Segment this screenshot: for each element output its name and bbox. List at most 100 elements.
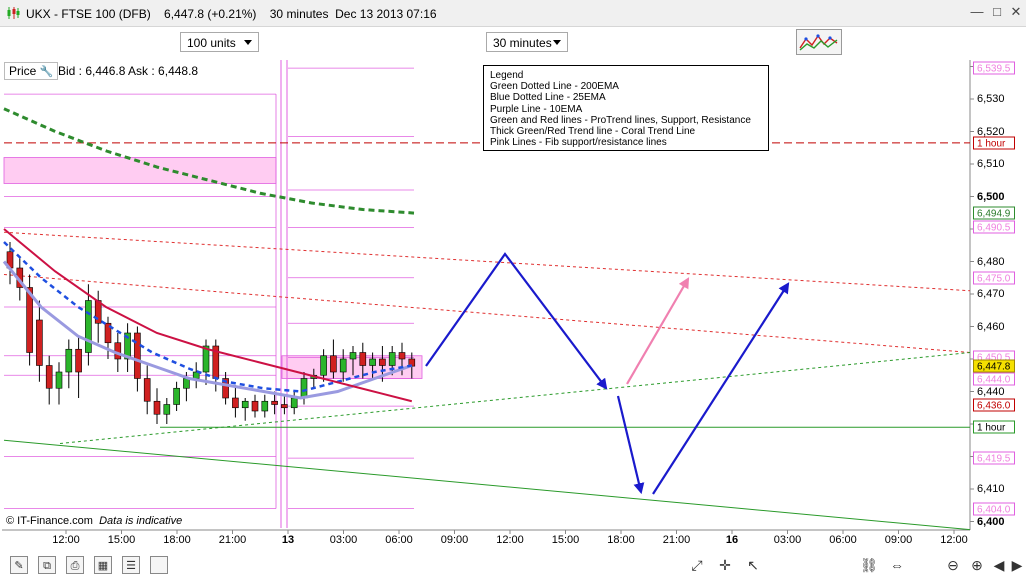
- x-tick-label: 03:00: [773, 534, 802, 546]
- minimize-button[interactable]: —: [970, 4, 984, 19]
- price-tag-fib: 6,490.5: [973, 220, 1015, 234]
- crosshair-icon[interactable]: ✛: [719, 557, 731, 573]
- trade-size-value: 100 units: [187, 36, 236, 50]
- x-tick-label: 09:00: [884, 534, 913, 546]
- zoom-out-icon[interactable]: ⊖: [947, 557, 959, 573]
- x-tick-label: 12:00: [52, 534, 80, 546]
- legend-title: Legend: [490, 70, 524, 81]
- blank-icon[interactable]: [150, 556, 168, 574]
- x-tick-label: 18:00: [607, 534, 635, 546]
- candle-down: [143, 378, 151, 402]
- candle-down: [153, 400, 161, 415]
- candlestick-app-icon: [7, 7, 20, 19]
- y-tick-label: 6,460: [977, 320, 1005, 333]
- legend-item: Green Dotted Line - 200EMA: [490, 81, 619, 93]
- table-icon[interactable]: ▦: [94, 556, 112, 574]
- y-tick-label: 6,440: [977, 385, 1005, 398]
- interval-select[interactable]: 30 minutes: [486, 32, 568, 52]
- fib-zone: [3, 157, 277, 184]
- support-trendline: [3, 439, 971, 531]
- candle-down: [398, 352, 406, 360]
- candle-up: [349, 352, 357, 360]
- x-tick-label: 15:00: [551, 534, 580, 546]
- zoom-reset-icon[interactable]: ⤢: [691, 557, 703, 573]
- copyright-text: © IT-Finance.com: [6, 515, 93, 527]
- layers-icon[interactable]: ⧉: [38, 556, 56, 574]
- chevron-down-icon: [553, 40, 561, 45]
- indicators-icon[interactable]: [796, 29, 842, 55]
- candle-up: [65, 348, 73, 373]
- projection-arrow: [616, 395, 645, 495]
- candle-down: [45, 365, 53, 389]
- resistance-trendline: [3, 274, 971, 353]
- y-tick-label: 6,510: [977, 158, 1005, 170]
- y-tick-label: 6,480: [977, 255, 1005, 268]
- candle-down: [379, 358, 386, 366]
- print-icon[interactable]: ⎙: [66, 556, 84, 574]
- legend-item: Thick Green/Red Trend line - Coral Trend…: [490, 126, 696, 138]
- legend-item: Pink Lines - Fib support/resistance line…: [490, 137, 667, 149]
- candle-down: [75, 348, 82, 373]
- candle-up: [320, 355, 327, 376]
- window-titlebar: UKX - FTSE 100 (DFB) 6,447.8 (+0.21%) 30…: [0, 0, 1026, 27]
- price-tag-support: 1 hour: [973, 420, 1015, 434]
- candle-down: [359, 352, 367, 366]
- y-tick-label: 6,400: [977, 515, 1005, 528]
- x-tick-label: 21:00: [218, 534, 247, 546]
- ema10-line: [2, 260, 413, 400]
- candle-down: [26, 287, 33, 353]
- y-tick-label: 6,470: [977, 288, 1005, 300]
- candle-up: [85, 300, 92, 353]
- resistance-trendline: [3, 231, 971, 292]
- candle-up: [173, 387, 180, 405]
- zoom-in-icon[interactable]: ⊕: [971, 557, 983, 573]
- legend-item: Purple Line - 10EMA: [490, 103, 583, 115]
- price-tag-fib: 6,404.0: [973, 502, 1015, 515]
- price-tag-fib: 6,539.5: [973, 61, 1015, 75]
- price-type-button[interactable]: Price 🔧: [4, 62, 59, 80]
- x-tick-label: 18:00: [163, 534, 191, 546]
- candle-up: [183, 378, 190, 389]
- scroll-left-icon[interactable]: ◀: [993, 557, 1005, 573]
- candle-up: [339, 358, 347, 373]
- candle-down: [330, 355, 337, 373]
- candle-down: [104, 322, 112, 344]
- interval-value: 30 minutes: [493, 36, 552, 50]
- y-tick-label: 6,500: [977, 190, 1005, 203]
- projection-arrow-alt: [626, 277, 690, 385]
- ema25-line: [3, 241, 413, 393]
- legend-item: Green and Red lines - ProTrend lines, Su…: [490, 114, 751, 126]
- candle-up: [55, 371, 63, 389]
- x-tick-label: 15:00: [107, 534, 136, 546]
- trade-size-select[interactable]: 100 units: [180, 32, 259, 52]
- candle-up: [241, 400, 249, 409]
- y-tick-label: 6,530: [977, 93, 1005, 105]
- price-tag-resistance: 1 hour: [973, 136, 1015, 150]
- candle-down: [271, 400, 278, 405]
- properties-icon[interactable]: ☰: [122, 556, 140, 574]
- support-trendline: [59, 352, 971, 444]
- cursor-icon[interactable]: ↖: [747, 557, 759, 573]
- indicative-note: Data is indicative: [99, 515, 183, 527]
- candle-up: [261, 400, 269, 412]
- candle-up: [300, 378, 308, 399]
- x-tick-label: 06:00: [385, 534, 413, 546]
- maximize-button[interactable]: □: [993, 4, 1001, 19]
- coral-trend-line: [3, 228, 413, 403]
- x-tick-label: 13: [281, 534, 295, 546]
- link-icon[interactable]: ⛓: [860, 557, 878, 573]
- window-title: UKX - FTSE 100 (DFB) 6,447.8 (+0.21%) 30…: [26, 7, 437, 21]
- projection-arrow: [425, 252, 608, 390]
- bid-ask-readout: Bid : 6,446.8 Ask : 6,448.8: [58, 64, 199, 78]
- price-tag-fib: 6,444.0: [973, 372, 1015, 385]
- price-tag-fib: 6,419.5: [973, 451, 1015, 465]
- close-button[interactable]: ✕: [1010, 4, 1022, 19]
- candle-down: [281, 404, 288, 409]
- candle-up: [202, 345, 210, 373]
- scroll-right-icon[interactable]: ▶: [1011, 557, 1023, 573]
- candle-down: [114, 342, 122, 360]
- data-source-note: © IT-Finance.com Data is indicative: [6, 515, 182, 527]
- draw-icon[interactable]: ✎: [10, 556, 28, 574]
- split-icon[interactable]: ⇔: [890, 557, 904, 573]
